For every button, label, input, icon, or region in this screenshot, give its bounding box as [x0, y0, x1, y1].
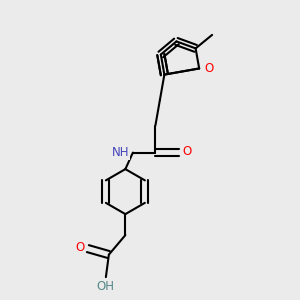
- Text: O: O: [205, 62, 214, 75]
- Text: OH: OH: [97, 280, 115, 293]
- Text: NH: NH: [112, 146, 130, 159]
- Text: O: O: [182, 145, 192, 158]
- Text: O: O: [76, 241, 85, 254]
